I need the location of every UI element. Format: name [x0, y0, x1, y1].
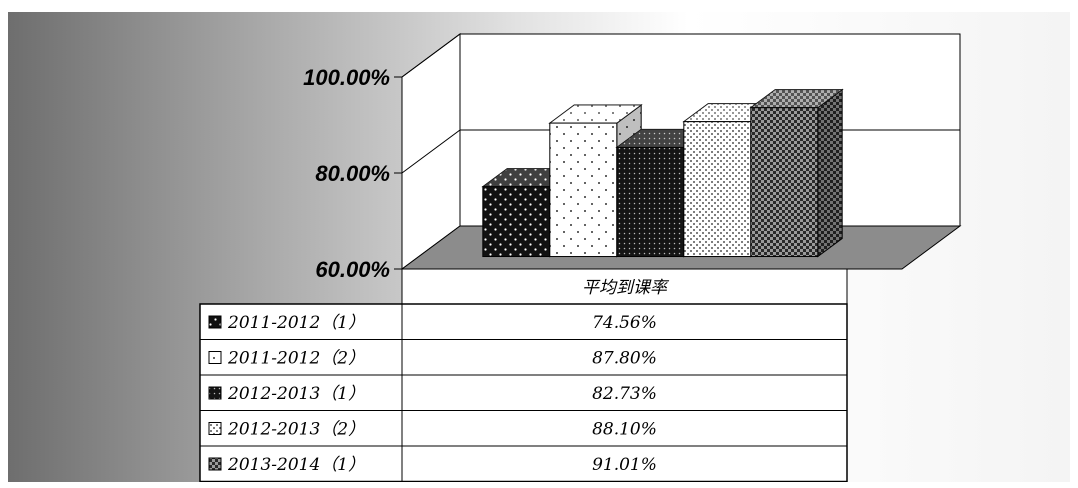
- legend-swatch: [208, 315, 222, 329]
- data-label: 82.73%: [592, 384, 657, 404]
- chart-background: 60.00% 80.00% 100.00% 平均到课率 2011-2012（1） 74.…: [8, 12, 1070, 482]
- data-label: 91.01%: [592, 455, 657, 475]
- table-border: [199, 303, 848, 482]
- bar-top-shade: [549, 105, 642, 124]
- y-tick-label: 60.00%: [315, 257, 390, 282]
- table-row: 2012-2013（1） 82.73%: [199, 374, 848, 411]
- series-name: 2012-2013（2）: [227, 420, 365, 440]
- bar-front: [750, 107, 819, 258]
- series-name: 2012-2013（1）: [227, 384, 365, 404]
- data-label: 74.56%: [592, 313, 657, 333]
- data-label: 88.10%: [592, 420, 657, 440]
- bar-front: [549, 122, 618, 258]
- bar-chart-3d: 60.00% 80.00% 100.00% 平均到课率 2011-2012（1） 74.…: [199, 33, 962, 482]
- bar-top-shade: [750, 89, 843, 108]
- table-row: 2012-2013（2） 88.10%: [199, 410, 848, 447]
- legend-swatch: [208, 457, 222, 471]
- table-row: 2013-2014（1） 91.01%: [199, 445, 848, 482]
- table-header-cell: [401, 268, 848, 305]
- bar-front: [683, 121, 752, 258]
- y-tick-label: 80.00%: [315, 161, 390, 186]
- category-label: 平均到课率: [582, 278, 670, 298]
- value-cell: [401, 374, 848, 411]
- gridline: [401, 33, 960, 78]
- bars: [481, 88, 844, 258]
- table-row: 2011-2012（1） 74.56%: [199, 303, 848, 340]
- legend-swatch: [208, 422, 222, 435]
- series-name: 2013-2014（1）: [227, 455, 365, 475]
- bar-front: [616, 146, 685, 258]
- value-cell: [401, 339, 848, 376]
- bar-side-shade: [817, 89, 843, 257]
- bar: [749, 88, 844, 258]
- value-cell: [401, 445, 848, 482]
- series-name: 2011-2012（1）: [227, 313, 365, 333]
- legend-swatch: [208, 386, 222, 400]
- legend-cell: [199, 374, 403, 411]
- bar-front: [482, 186, 551, 258]
- table-row: 2011-2012（2） 87.80%: [199, 339, 848, 376]
- y-tick-label: 100.00%: [303, 65, 390, 90]
- data-table: 平均到课率 2011-2012（1） 74.56% 2011-2012（2） 87.80…: [199, 268, 848, 482]
- legend-cell: [199, 445, 403, 482]
- y-axis-ticks: 60.00% 80.00% 100.00%: [303, 65, 403, 282]
- series-name: 2011-2012（2）: [227, 349, 365, 369]
- data-label: 87.80%: [592, 349, 657, 369]
- value-cell: [401, 410, 848, 447]
- legend-swatch: [208, 351, 222, 364]
